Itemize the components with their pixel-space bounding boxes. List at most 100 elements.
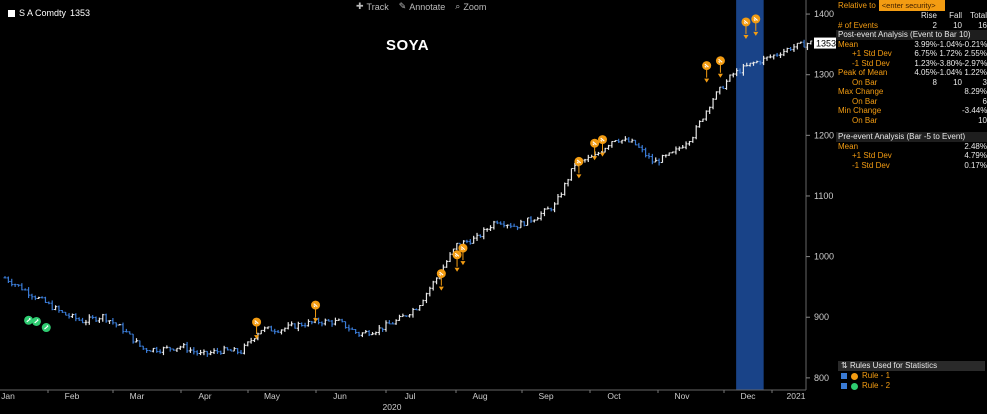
rule-1-arrow-icon [717, 73, 723, 78]
rule-1-event-glyph [313, 303, 318, 308]
events-fall: 10 [953, 20, 962, 30]
x-tick-label: Dec [740, 391, 756, 401]
rule-1-event-glyph [439, 271, 444, 276]
rule-1-arrow-icon [753, 31, 759, 36]
peak-bar-total: 3 [982, 77, 987, 87]
min-change-row: Min Change -3.44% [836, 106, 987, 116]
pre-plus-row: +1 Std Dev 4.79% [836, 151, 987, 161]
plus-std-label: +1 Std Dev [852, 49, 892, 58]
peak-total: 1.22% [964, 68, 987, 77]
rule-1-arrow-icon [704, 78, 710, 83]
security-price: 1353 [70, 8, 91, 18]
relative-to-input[interactable]: <enter security> [878, 0, 945, 11]
x-year-label: 2020 [383, 402, 402, 412]
plus-std-fall: 1.72% [939, 49, 962, 58]
rule-1-event-glyph [460, 246, 466, 251]
rule-1-label: Rule - 1 [862, 371, 891, 380]
minus-std-total: -2.97% [962, 58, 987, 68]
minus-std-rise: 1.23% [914, 58, 937, 68]
x-tick-label: Apr [198, 391, 211, 401]
rule-1-arrow-icon [313, 318, 319, 323]
peak-fall: -1.04% [937, 68, 963, 77]
rule-1-arrow-icon [599, 152, 605, 157]
rule-2-event-glyph [26, 317, 31, 323]
annotate-button[interactable]: ✎ Annotate [398, 1, 446, 12]
rule-1-row[interactable]: Rule - 1 [838, 371, 985, 381]
zoom-label: Zoom [463, 1, 487, 12]
y-tick-label: 1400 [814, 9, 834, 19]
rule-2-checkbox[interactable] [841, 383, 847, 389]
y-tick-label: 1000 [814, 252, 834, 262]
track-label: Track [366, 1, 389, 12]
x-tick-label: Nov [674, 391, 690, 401]
events-rise: 2 [932, 20, 937, 30]
mean-row: Mean 3.99% -1.04% -0.21% [836, 40, 987, 50]
pre-mean-value: 2.48% [964, 141, 987, 151]
pre-event-header: Pre-event Analysis (Bar -5 to Event) [836, 132, 987, 142]
pre-mean-row: Mean 2.48% [836, 142, 987, 152]
mean-rise: 3.99% [914, 39, 937, 49]
rule-2-icon [851, 382, 858, 390]
series-swatch-icon [8, 9, 15, 17]
last-price-tag [814, 37, 838, 49]
rule-1-icon [851, 372, 858, 380]
rule-1-event-glyph [704, 63, 709, 68]
events-row: # of Events 2 10 16 [836, 21, 987, 31]
plus-std-rise: 6.75% [914, 49, 937, 58]
peak-bar-label: On Bar [852, 77, 878, 87]
x-tick-label: Jan [1, 391, 15, 401]
x-tick-label: Jul [405, 391, 416, 401]
security-name: S A Comdty [19, 8, 67, 18]
event-stats-panel: Relative to <enter security> Rise Fall T… [836, 0, 987, 414]
col-fall: Fall [949, 11, 962, 20]
track-button[interactable]: ✚ Track [356, 1, 389, 12]
x-tick-label: Oct [607, 391, 621, 401]
minus-std-row: -1 Std Dev 1.23% -3.80% -2.97% [836, 59, 987, 69]
pre-minus-value: 0.17% [964, 160, 987, 170]
rule-1-event-glyph [753, 16, 758, 22]
col-headers: Rise Fall Total [836, 11, 987, 21]
rule-2-row[interactable]: Rule - 2 [838, 381, 985, 391]
x-tick-label: May [264, 391, 281, 401]
rule-1-arrow-icon [460, 261, 466, 266]
chart-title: SOYA [386, 37, 430, 54]
rule-1-arrow-icon [254, 335, 260, 340]
max-change-value: 8.29% [964, 87, 987, 96]
minus-std-fall: -3.80% [937, 58, 963, 68]
y-tick-label: 1300 [814, 70, 834, 80]
rule-2-event-glyph [34, 319, 39, 324]
x-tick-label: Mar [130, 391, 145, 401]
rule-1-event-glyph [254, 320, 259, 325]
pre-mean-label: Mean [838, 141, 859, 151]
post-event-header: Post-event Analysis (Event to Bar 10) [836, 30, 987, 40]
zoom-button[interactable]: ⌕ Zoom [455, 1, 487, 12]
annotate-label: Annotate [409, 1, 446, 12]
pre-minus-row: -1 Std Dev 0.17% [836, 161, 987, 171]
events-label: # of Events [838, 20, 879, 30]
col-total: Total [970, 11, 987, 20]
col-rise: Rise [920, 11, 937, 20]
rule-1-checkbox[interactable] [841, 373, 847, 379]
y-tick-label: 800 [814, 373, 829, 383]
peak-bar-rise: 8 [932, 77, 937, 87]
mean-total: -0.21% [962, 39, 987, 49]
highlight-band [736, 0, 764, 390]
rules-header-label: Rules Used for Statistics [849, 361, 938, 370]
rule-2-label: Rule - 2 [862, 381, 891, 390]
rule-1-event-glyph [454, 252, 460, 257]
peak-label: Peak of Mean [838, 68, 888, 77]
security-label: S A Comdty 1353 [8, 8, 90, 18]
rule-1-arrow-icon [576, 174, 582, 179]
max-bar-row: On Bar 6 [836, 97, 987, 107]
y-tick-label: 900 [814, 312, 829, 322]
x-tick-label: 2021 [787, 391, 806, 401]
rule-1-event-glyph [592, 141, 597, 146]
relative-to-row: Relative to <enter security> [836, 0, 987, 11]
rule-1-event-glyph [718, 58, 723, 63]
rule-1-arrow-icon [454, 267, 460, 272]
rule-1-arrow-icon [438, 286, 444, 291]
min-bar-label: On Bar [852, 115, 878, 125]
x-tick-label: Aug [472, 391, 487, 401]
plus-std-total: 2.55% [964, 49, 987, 58]
